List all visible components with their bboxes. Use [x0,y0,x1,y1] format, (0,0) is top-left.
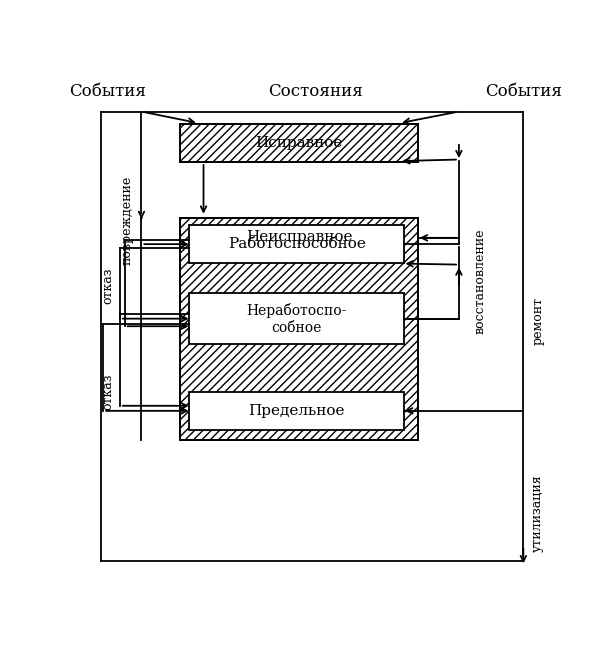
Bar [180,124,418,162]
Bar [189,225,404,263]
Text: События: События [70,83,147,100]
Text: Неисправное: Неисправное [246,230,352,244]
Text: утилизация: утилизация [531,474,544,552]
Text: ремонт: ремонт [531,297,544,345]
Bar [180,218,418,440]
Text: отказ: отказ [102,268,115,304]
Text: Исправное: Исправное [255,136,342,150]
Bar [180,218,418,440]
Bar [189,293,404,344]
Text: Состояния: Состояния [268,83,363,100]
Text: Работоспособное: Работоспособное [228,237,365,251]
Text: отказ: отказ [102,374,115,410]
Text: Предельное: Предельное [248,404,345,418]
Bar [180,124,418,162]
Text: Неработоспо-
собное: Неработоспо- собное [246,302,347,335]
Text: восстановление: восстановление [474,228,487,333]
Text: повреждение: повреждение [121,176,134,265]
Text: События: События [485,83,562,100]
Bar [189,392,404,430]
